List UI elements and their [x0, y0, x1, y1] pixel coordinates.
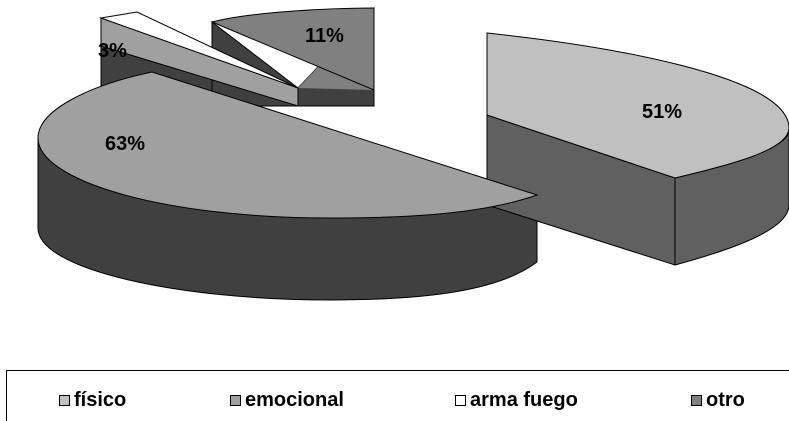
legend-swatch-fisico [59, 395, 70, 406]
legend-swatch-otro [691, 395, 702, 406]
legend-label-emocional: emocional [245, 389, 344, 411]
legend-swatch-emocional [230, 395, 241, 406]
legend-item-emocional: emocional [230, 389, 344, 412]
slice-top-otro-face [210, 7, 375, 91]
data-label-fisico: 51% [642, 101, 682, 123]
slice-top-fisico [486, 32, 789, 179]
slice-top-arma-fuego-white [99, 11, 299, 89]
legend-swatch-arma-fuego [455, 395, 466, 406]
legend-item-arma-fuego: arma fuego [455, 389, 578, 412]
pie-chart: 51% 63% 3% 11% [37, 6, 789, 301]
legend-item-fisico: físico [59, 389, 126, 412]
legend-label-arma-fuego: arma fuego [470, 389, 578, 411]
legend-label-otro: otro [706, 389, 745, 411]
slice-top-emocional [37, 71, 539, 219]
legend-item-otro: otro [691, 389, 745, 412]
data-label-otro: 11% [305, 25, 344, 47]
legend-label-fisico: físico [74, 389, 127, 411]
data-label-emocional: 63% [105, 133, 145, 155]
data-label-arma-fuego: 3% [98, 40, 127, 62]
chart-legend: físico emocional arma fuego otro [6, 370, 789, 421]
